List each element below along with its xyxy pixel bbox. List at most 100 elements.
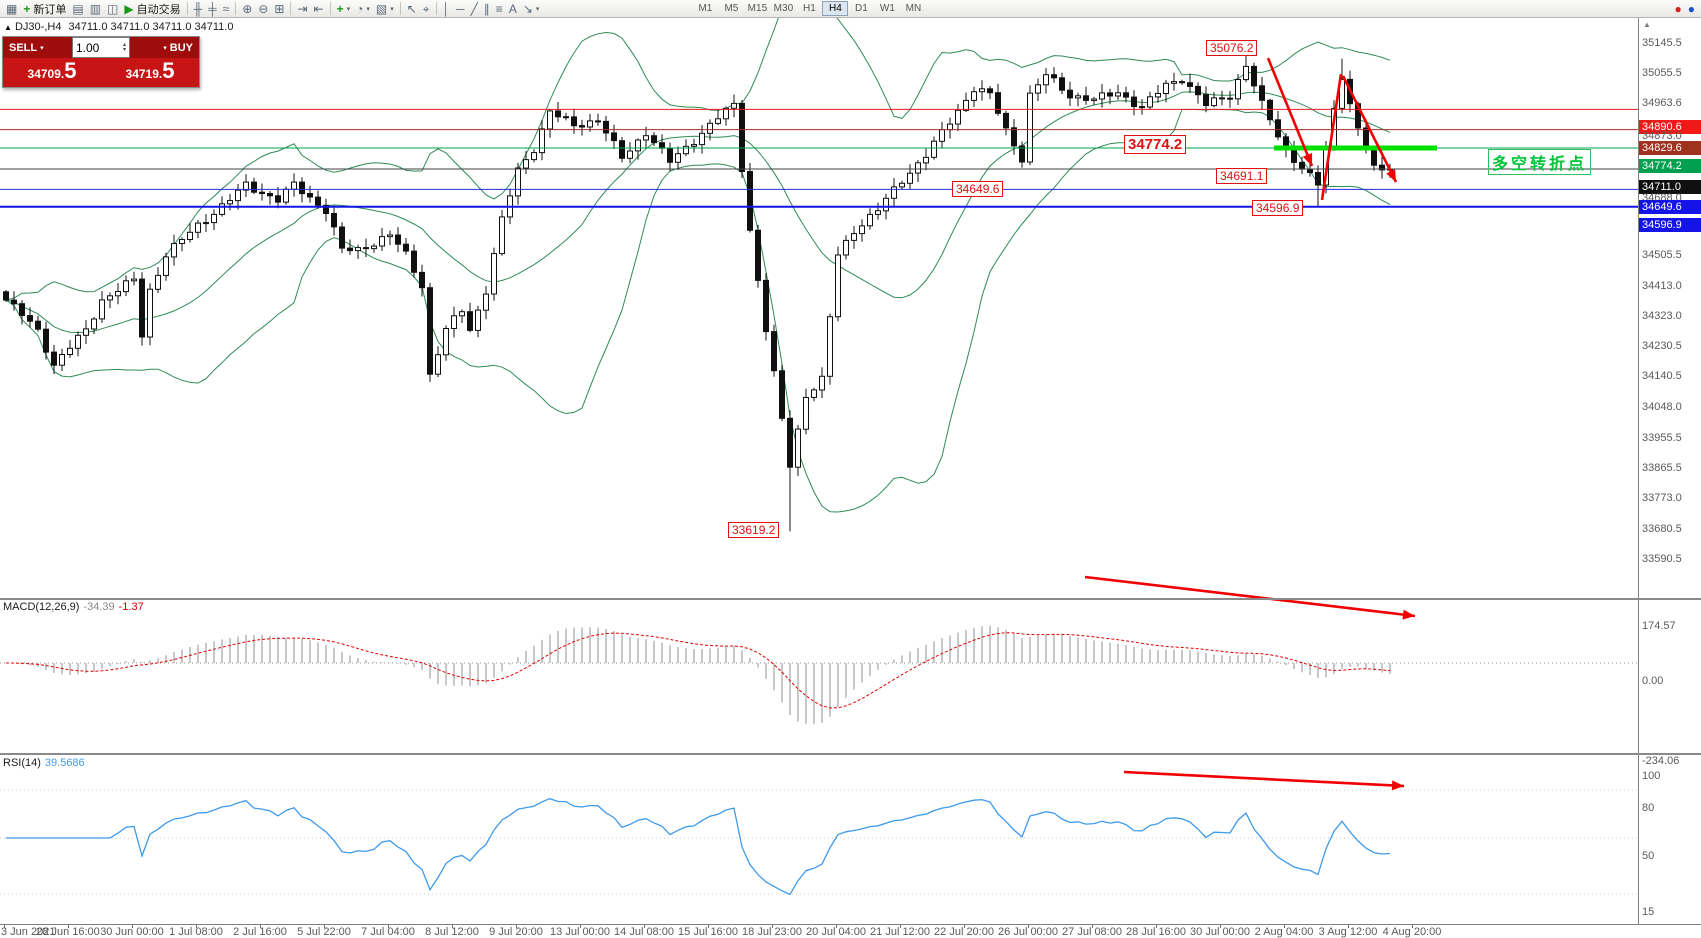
new-chart-icon-glyph: ▦ xyxy=(6,1,18,16)
time-tick xyxy=(516,925,517,928)
status-red-icon[interactable]: ● xyxy=(1672,1,1685,17)
indicator-axis-tick: 80 xyxy=(1642,802,1655,814)
time-tick xyxy=(1284,925,1285,928)
toolbar: ▦ + 新订单 ▤ ▥ ◫ ▶ 自动交易 ╫ ╪ ≈ ⊕ ⊖ ⊞ ⇥ ⇤ + ▾ ◔ ▾ ▧ ▾ ↖ ⌖ │ ─ ╱ ∥ ≡ A ↘ ▾ M1 M… xyxy=(0,0,1701,18)
auto-scroll-icon[interactable]: ⇥ xyxy=(294,1,310,17)
timeframe-mn[interactable]: MN xyxy=(900,1,926,16)
timeframe-h1[interactable]: H1 xyxy=(796,1,822,16)
buy-button[interactable]: ▾ BUY xyxy=(130,37,199,58)
arrows-icon[interactable]: ↘ ▾ xyxy=(520,1,543,17)
profiles-icon[interactable]: ▤ xyxy=(69,1,86,17)
buy-price[interactable]: 34719. 5 xyxy=(101,58,199,87)
volume-down-icon[interactable]: ▾ xyxy=(122,46,126,53)
tile-windows-icon-glyph: ⊞ xyxy=(274,1,285,16)
new-order-button[interactable]: + 新订单 xyxy=(20,1,69,17)
time-label: 26 Jul 00:00 xyxy=(998,926,1058,938)
price-tick: 34873.0 xyxy=(1642,130,1682,143)
ohlc-bars-icon-glyph: ╫ xyxy=(193,1,203,16)
sell-button[interactable]: SELL ▾ xyxy=(3,37,72,58)
price-tick: 33680.5 xyxy=(1642,522,1682,535)
timeframe-m5[interactable]: M5 xyxy=(718,1,744,16)
time-label: 20 Jul 04:00 xyxy=(806,926,866,938)
price-tick: 34230.5 xyxy=(1642,340,1682,353)
candlestick-chart-icon[interactable]: ╪ xyxy=(205,1,220,17)
cursor-icon-glyph: ↖ xyxy=(406,1,417,16)
time-label: 3 Jun 2021 xyxy=(1,926,56,938)
volume-spinner[interactable]: ▴ ▾ xyxy=(122,41,126,53)
time-tick xyxy=(452,925,453,928)
price-tick: 34048.0 xyxy=(1642,400,1682,413)
ohlc-bars-icon[interactable]: ╫ xyxy=(191,1,206,17)
tile-windows-icon[interactable]: ⊞ xyxy=(271,1,287,17)
toolbar-separator xyxy=(235,2,237,15)
chart-shift-icon[interactable]: ⇤ xyxy=(311,1,327,17)
macd-plot xyxy=(0,625,1638,725)
sell-price[interactable]: 34709. 5 xyxy=(3,58,101,87)
timeframe-m15[interactable]: M15 xyxy=(744,1,770,16)
macd-name: MACD(12,26,9) xyxy=(3,601,80,613)
equidistant-channel-icon[interactable]: ∥ xyxy=(481,1,493,17)
time-tick xyxy=(260,925,261,928)
horizontal-line-icon[interactable]: ─ xyxy=(453,1,468,17)
new-chart-icon[interactable]: ▦ xyxy=(3,1,20,17)
volume-input[interactable]: 1.00 ▴ ▾ xyxy=(72,37,130,58)
horizontal-line-icon-glyph: ─ xyxy=(456,1,465,16)
trendline-icon-glyph: ╱ xyxy=(470,1,478,16)
price-tick: 33955.5 xyxy=(1642,431,1682,444)
text-icon[interactable]: A xyxy=(506,1,520,17)
autotrading-button[interactable]: ▶ 自动交易 xyxy=(121,1,183,17)
time-axis[interactable]: 3 Jun 2021 28 Jun 16:00 30 Jun 00:00 1 Jul … xyxy=(0,924,1701,938)
status-blue-icon[interactable]: ● xyxy=(1685,1,1698,17)
vertical-line-icon[interactable]: │ xyxy=(440,1,454,17)
price-level-tag: 34829.6 xyxy=(1639,140,1701,155)
indicators-icon-glyph: + xyxy=(336,1,344,16)
price-axis[interactable]: ▲ 35145.5 35055.5 34963.6 34890.6 34873.0 348… xyxy=(1638,18,1701,938)
autotrading-button-label: 自动交易 xyxy=(136,3,181,16)
trendline-icon[interactable]: ╱ xyxy=(468,1,481,17)
time-tick xyxy=(1156,925,1157,928)
crosshair-icon[interactable]: ⌖ xyxy=(420,1,433,17)
periods-icon-glyph: ◔ xyxy=(356,1,364,16)
zoom-out-icon[interactable]: ⊖ xyxy=(255,1,271,17)
status-red-icon-glyph: ● xyxy=(1674,1,1682,16)
price-tick: 33590.5 xyxy=(1642,552,1682,565)
timeframe-m30[interactable]: M30 xyxy=(770,1,796,16)
macd-panel-separator[interactable] xyxy=(0,598,1701,600)
price-tick: 34505.5 xyxy=(1642,249,1682,262)
current-price-tag: 34711.0 xyxy=(1639,179,1701,194)
fibonacci-icon[interactable]: ≡ xyxy=(493,1,506,17)
templates-icon[interactable]: ▧ ▾ xyxy=(373,1,397,17)
time-tick xyxy=(196,925,197,928)
horizontal-levels[interactable] xyxy=(0,108,1638,208)
time-label: 7 Jul 04:00 xyxy=(361,926,415,938)
price-annotation-label: 33619.2 xyxy=(728,522,780,538)
volume-up-icon[interactable]: ▴ xyxy=(122,41,126,48)
indicators-icon[interactable]: + ▾ xyxy=(334,1,354,17)
price-annotation-label: 34774.2 xyxy=(1124,135,1187,154)
time-label: 8 Jul 12:00 xyxy=(425,926,479,938)
autotrading-glyph: ▶ xyxy=(124,1,134,16)
line-chart-icon[interactable]: ≈ xyxy=(220,1,233,17)
zoom-in-icon[interactable]: ⊕ xyxy=(239,1,255,17)
macd-indicator-label: MACD(12,26,9) -34.39 -1.37 xyxy=(3,601,144,613)
timeframe-w1[interactable]: W1 xyxy=(874,1,900,16)
trend-arrows[interactable] xyxy=(1084,57,1416,791)
timeframe-h4[interactable]: H4 xyxy=(822,1,849,16)
price-tick: 33865.5 xyxy=(1642,461,1682,474)
time-label: 1 Jul 08:00 xyxy=(169,926,223,938)
periods-icon[interactable]: ◔ ▾ xyxy=(353,1,373,17)
ohlc-values: 34711.0 34711.0 34711.0 34711.0 xyxy=(68,21,234,33)
scroll-up-icon[interactable]: ▲ xyxy=(1643,20,1651,29)
timeframe-m1[interactable]: M1 xyxy=(692,1,718,16)
line-chart-icon-glyph: ≈ xyxy=(222,1,230,16)
time-tick xyxy=(1092,925,1093,928)
market-watch-icon[interactable]: ▥ xyxy=(87,1,104,17)
buy-price-big: 5 xyxy=(162,58,175,83)
time-tick xyxy=(900,925,901,928)
rsi-panel-separator[interactable] xyxy=(0,753,1701,755)
cursor-icon[interactable]: ↖ xyxy=(404,1,420,17)
timeframe-d1[interactable]: D1 xyxy=(848,1,874,16)
data-window-icon[interactable]: ◫ xyxy=(104,1,121,17)
indicator-axis-tick: 100 xyxy=(1642,770,1661,782)
